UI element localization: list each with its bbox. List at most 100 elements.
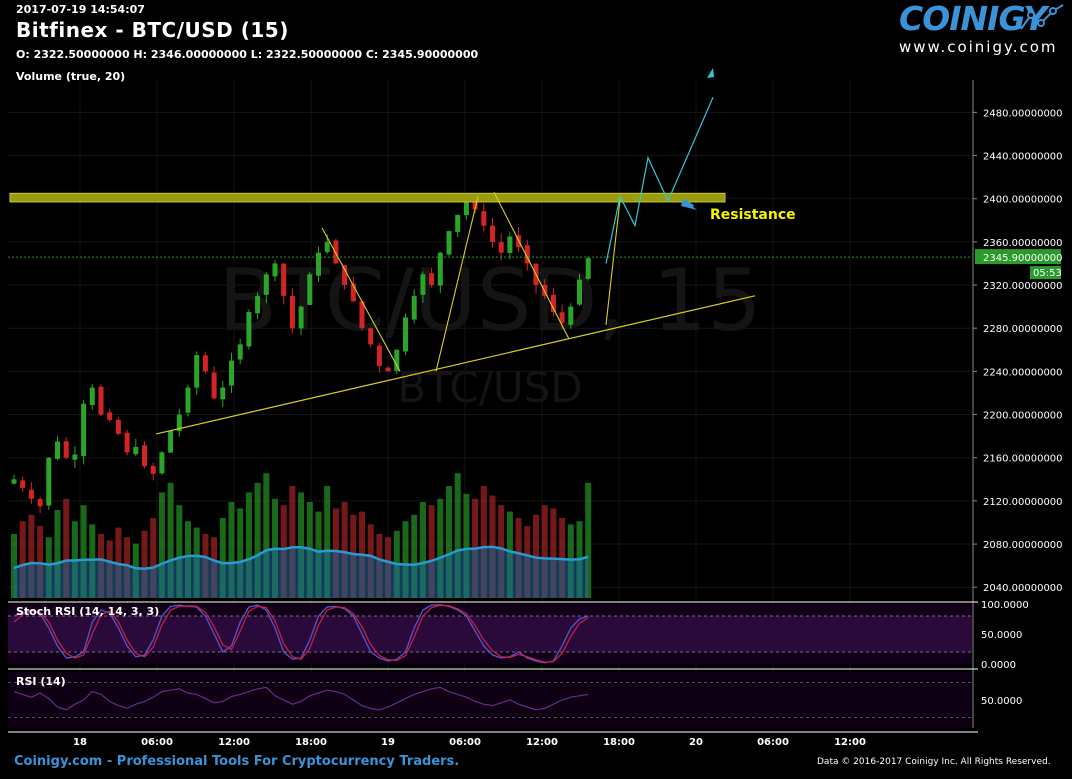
- volume-bar: [402, 521, 409, 598]
- y-tick-label: 2080.00000000: [983, 540, 1063, 551]
- y-tick-label: 2440.00000000: [983, 152, 1063, 163]
- stoch-tick-label: 0.0000: [981, 660, 1016, 671]
- candle-body: [272, 263, 278, 277]
- candle-body: [20, 480, 26, 488]
- footer-promo-link[interactable]: Coinigy.com - Professional Tools For Cry…: [14, 754, 460, 769]
- candle-body: [107, 412, 113, 420]
- y-tick-label: 2240.00000000: [983, 367, 1063, 378]
- volume-bar: [480, 486, 487, 598]
- chart-trend-icon: [1020, 4, 1064, 30]
- time-axis: 18 06:00 12:00 18:00 19 06:00 12:00 18:00 20 06:0…: [8, 731, 978, 748]
- volume-bar: [254, 482, 261, 598]
- candle-body: [98, 386, 104, 415]
- candle-body: [324, 241, 330, 252]
- y-tick-label: 2040.00000000: [983, 583, 1063, 594]
- candle-body: [124, 432, 130, 453]
- candle-body: [429, 273, 435, 286]
- volume-bar: [54, 510, 61, 598]
- logo-url: www.coinigy.com: [899, 38, 1058, 56]
- candle-body: [281, 263, 287, 296]
- volume-bar: [437, 498, 444, 598]
- candle-body: [350, 283, 356, 302]
- candle-body: [46, 457, 52, 506]
- volume-bar: [324, 486, 331, 598]
- volume-bar: [150, 518, 157, 598]
- stoch-rsi-label: Stoch RSI (14, 14, 3, 3): [16, 605, 159, 618]
- x-tick-label: 12:00: [526, 737, 558, 748]
- y-tick-label: 2360.00000000: [983, 238, 1063, 249]
- stoch-d-line: [13, 604, 589, 663]
- volume-bar: [428, 505, 435, 598]
- volume-bar: [63, 498, 70, 598]
- volume-bar: [245, 492, 252, 598]
- resistance-arrow-shaft: [682, 199, 695, 209]
- candle-body: [498, 242, 504, 253]
- volume-ma-area: [14, 546, 589, 598]
- volume-bar: [158, 492, 165, 598]
- volume-bar: [19, 521, 26, 598]
- candle-body: [237, 344, 243, 360]
- candle-body: [72, 454, 78, 460]
- y-tick-label: 2200.00000000: [983, 411, 1063, 422]
- candle-body: [255, 295, 261, 314]
- candle-body: [420, 274, 426, 295]
- rsi-bg: [8, 672, 972, 728]
- volume-bar: [237, 508, 244, 598]
- volume-bar: [167, 482, 174, 598]
- volume-bar: [28, 514, 35, 598]
- x-tick-label: 12:00: [218, 737, 250, 748]
- y-tick-label: 2320.00000000: [983, 281, 1063, 292]
- candle-body: [437, 252, 443, 286]
- candle-body: [289, 296, 295, 329]
- x-tick-label: 18:00: [295, 737, 327, 748]
- candle-body: [63, 441, 69, 458]
- chart-title: Bitfinex - BTC/USD (15): [16, 18, 289, 42]
- candle-body: [577, 279, 582, 305]
- candle-body: [481, 211, 487, 226]
- candle-body: [568, 306, 574, 325]
- candle-body: [37, 499, 43, 507]
- stoch-k-line: [13, 603, 589, 664]
- ohlc-readout: O: 2322.50000000 H: 2346.00000000 L: 232…: [16, 48, 479, 61]
- volume-bar: [463, 494, 470, 598]
- candle-body: [185, 387, 191, 413]
- projection-arrowhead: [707, 68, 714, 78]
- watermark-main: BTC/USD, 15: [218, 251, 761, 351]
- candle-body: [359, 301, 365, 329]
- x-tick-label: 19: [381, 737, 395, 748]
- volume-bar: [37, 526, 44, 598]
- candle-body: [403, 317, 408, 352]
- candle-body: [342, 265, 348, 286]
- volume-bar: [454, 473, 461, 598]
- candle-body: [159, 452, 165, 474]
- candle-body: [142, 445, 147, 467]
- stoch-tick-label: 50.0000: [981, 630, 1022, 641]
- volume-bar: [541, 505, 548, 598]
- resistance-zone: [9, 192, 726, 203]
- x-tick-label: 18:00: [603, 737, 635, 748]
- drawings: Resistance: [8, 68, 972, 435]
- volume-bar: [176, 505, 183, 598]
- candle-body: [490, 225, 495, 242]
- candle-body: [211, 372, 217, 399]
- watermark: BTC/USD, 15 BTC/USD: [218, 251, 761, 412]
- countdown-tag: [1030, 266, 1061, 280]
- candle-body: [298, 306, 304, 329]
- price-axis: 2040.00000000 2080.00000000 2120.00000000 2…: [972, 80, 1063, 728]
- y-tick-label: 2160.00000000: [983, 454, 1063, 465]
- countdown-value: 05:53: [1033, 268, 1062, 279]
- candle-body: [115, 419, 121, 434]
- rsi-pane: 50.0000: [8, 668, 1022, 728]
- x-tick-label: 06:00: [757, 737, 789, 748]
- volume-pane: [11, 473, 592, 598]
- y-tick-label: 2400.00000000: [983, 195, 1063, 206]
- candle-body: [446, 231, 452, 255]
- candle-body: [463, 200, 469, 216]
- candle-body: [550, 294, 556, 313]
- candle-body: [472, 199, 478, 210]
- volume-bar: [141, 530, 148, 598]
- candle-body: [316, 252, 321, 276]
- coinigy-logo[interactable]: COINIGY www.coinigy.com: [897, 0, 1069, 59]
- stoch-rsi-pane: 100.0000 50.0000 0.0000: [8, 600, 1029, 671]
